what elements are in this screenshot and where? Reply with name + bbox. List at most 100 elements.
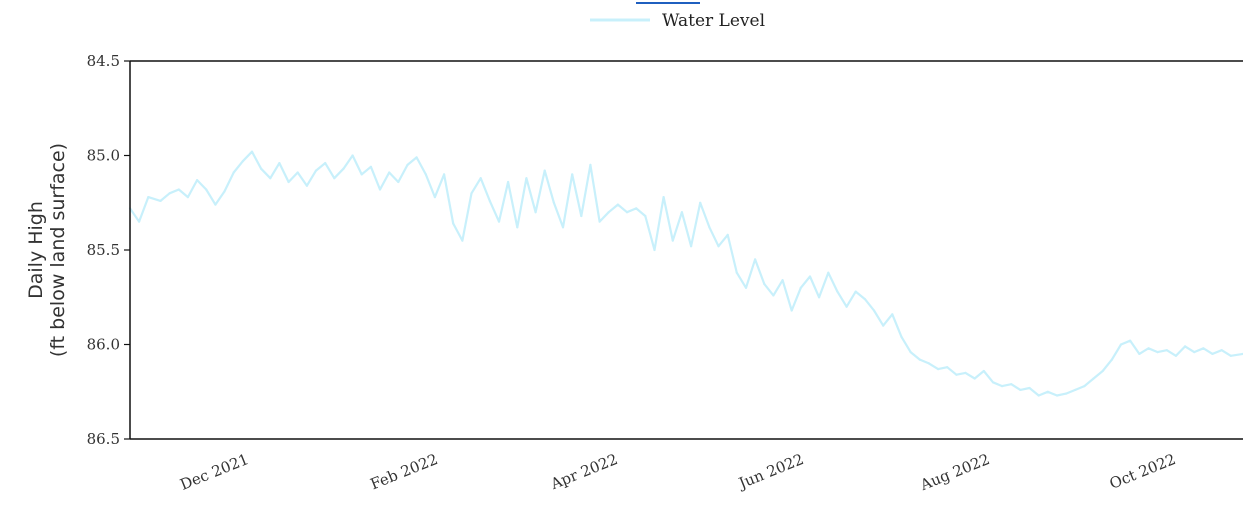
series-line-water-level [129,150,1243,397]
y-tick-label: 85.5 [87,241,120,259]
data-point [406,163,409,166]
data-point [424,173,427,176]
data-point [369,165,372,168]
data-point [918,358,921,361]
data-point [260,167,263,170]
data-point [461,239,464,242]
data-point [854,290,857,293]
data-point [1074,388,1077,391]
data-point [900,335,903,338]
data-point [488,199,491,202]
data-point [580,214,583,218]
x-tick-label: Aug 2022 [917,450,992,494]
data-point [827,271,830,274]
data-point [891,313,894,316]
data-point [525,177,528,180]
data-point [1101,369,1104,373]
data-point [1019,388,1022,391]
data-point [635,207,638,210]
data-point [1010,383,1013,386]
data-point [1184,345,1187,348]
y-axis-ticks: 84.5 85.0 85.5 86.0 86.5 [87,52,130,448]
data-point [781,279,784,282]
data-point [836,290,839,293]
data-point [1156,351,1159,354]
data-point [452,222,455,225]
y-tick-label: 86.0 [87,336,120,354]
data-point [937,368,940,371]
data-point [196,179,199,182]
data-point [388,171,391,174]
data-point [223,190,226,193]
data-point [516,226,519,229]
data-point [671,239,674,242]
data-point [250,150,254,153]
data-point [772,294,775,297]
data-point [717,245,720,248]
data-point [927,362,931,365]
data-point [186,196,189,199]
data-point [443,173,446,176]
data-point [534,211,537,214]
data-point [333,177,336,180]
data-point [808,275,812,278]
data-point [296,171,299,174]
data-point [507,180,510,184]
data-point [1211,352,1214,355]
data-point [324,162,327,165]
data-point [845,305,848,308]
data-point [946,366,949,369]
data-point [744,286,748,289]
data-point [360,173,363,176]
data-point [351,154,354,157]
y-tick-label: 85.0 [87,147,120,165]
data-point [872,309,876,312]
data-point [699,201,702,204]
data-point [1129,339,1132,342]
x-tick-label: Feb 2022 [368,450,441,493]
data-point [799,286,802,289]
data-point [470,192,473,195]
y-tick-label: 84.5 [87,52,120,70]
data-point [287,180,290,184]
data-point [1138,352,1141,355]
x-tick-label: Apr 2022 [547,450,620,493]
y-axis-title-line1: Daily High [25,201,47,299]
data-point [1083,385,1086,388]
data-point [754,258,757,261]
data-point [1174,354,1177,357]
data-point [680,211,684,214]
data-point [1229,354,1232,357]
data-point [415,156,418,159]
data-point [342,167,345,170]
data-point [397,180,400,184]
data-point [863,298,867,301]
x-tick-label: Dec 2021 [178,450,252,494]
data-point [790,309,793,312]
data-point [644,214,647,218]
data-point [909,351,912,354]
data-point [1110,358,1113,361]
data-point [1147,347,1150,350]
data-point [1092,377,1095,380]
data-point [571,173,574,176]
data-point [955,373,958,376]
data-point [973,377,976,380]
data-point [1119,343,1123,346]
x-tick-label: Oct 2022 [1107,450,1178,493]
data-point [168,192,171,195]
data-point [1165,349,1168,352]
data-point [1193,351,1196,354]
data-point [1220,349,1223,352]
data-point [1028,386,1031,390]
legend-label: Water Level [662,11,765,31]
data-point [625,211,629,214]
data-point [616,203,620,206]
data-point [1055,394,1059,397]
data-point [982,369,985,373]
data-point [653,248,656,252]
data-point [433,196,436,199]
data-point [964,371,967,374]
data-point [269,177,272,180]
